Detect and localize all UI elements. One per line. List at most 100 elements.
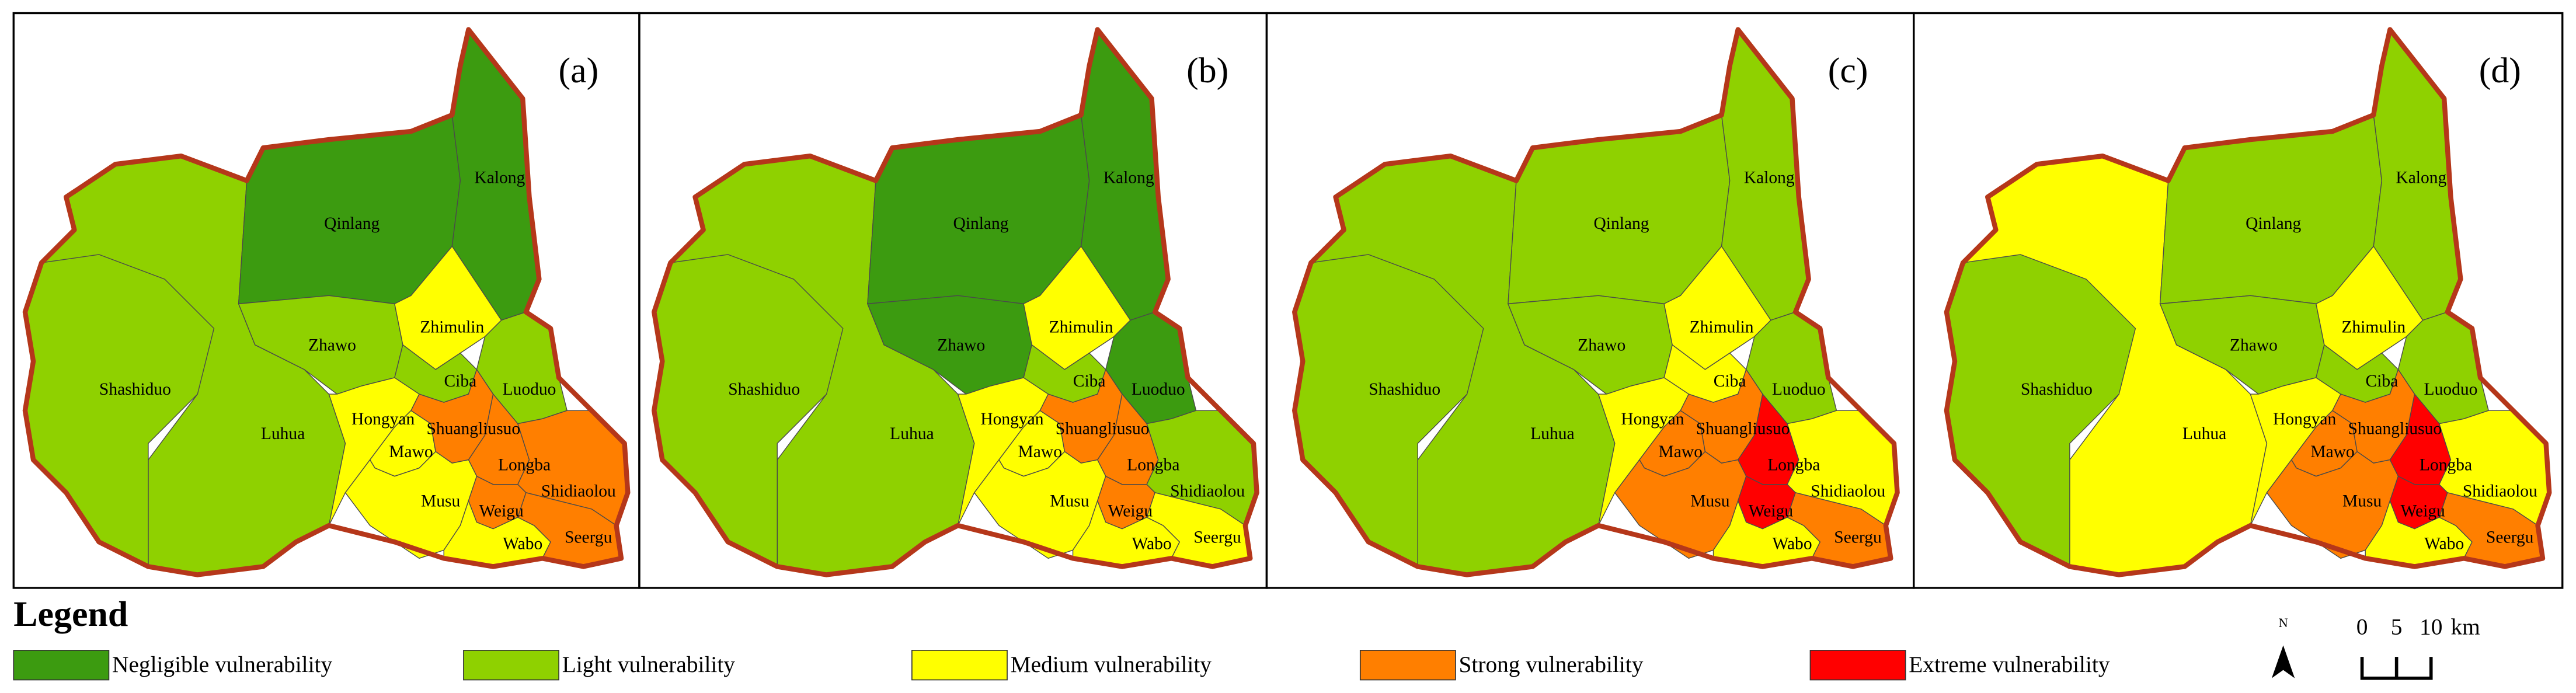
map-panel: Luhua Shashiduo Qinlang Kalong Zhawo Zhimulin… bbox=[1944, 27, 2552, 577]
region-label: Seergu bbox=[565, 528, 612, 546]
region-label: Kalong bbox=[1103, 168, 1154, 187]
legend-label: Strong vulnerability bbox=[1459, 652, 1644, 677]
region-label: Shidiaolou bbox=[1811, 482, 1885, 501]
panel-label: (a) bbox=[559, 51, 599, 90]
region bbox=[238, 114, 461, 305]
region-label: Zhawo bbox=[937, 336, 985, 354]
legend-swatch bbox=[463, 650, 559, 681]
region-label: Qinlang bbox=[953, 214, 1008, 233]
region-label: Shashiduo bbox=[2021, 380, 2093, 399]
scale-label: 0 bbox=[2356, 614, 2368, 639]
scale-label: 5 bbox=[2391, 614, 2403, 639]
region-label: Luhua bbox=[1530, 424, 1574, 443]
region-label: Luoduo bbox=[1772, 380, 1826, 399]
region-label: Mawo bbox=[389, 443, 433, 461]
region-label: Weigu bbox=[479, 502, 524, 520]
region-label: Zhimulin bbox=[2341, 318, 2406, 336]
legend-swatch bbox=[1359, 650, 1456, 681]
region-label: Kalong bbox=[474, 168, 525, 187]
region-label: Longba bbox=[498, 456, 551, 475]
region-label: Ciba bbox=[1714, 372, 1746, 391]
map-panel: Luhua Shashiduo Qinlang Kalong Zhawo Zhimulin… bbox=[1292, 27, 1900, 577]
region-label: Zhawo bbox=[308, 336, 356, 354]
legend-label: Medium vulnerability bbox=[1011, 652, 1212, 677]
region-label: Shuangliusuo bbox=[426, 420, 520, 438]
region-label: Luoduo bbox=[2424, 380, 2478, 399]
north-label: N bbox=[2278, 615, 2288, 630]
region-label: Ciba bbox=[1073, 372, 1106, 391]
region-label: Musu bbox=[1690, 492, 1729, 510]
region-label: Shuangliusuo bbox=[1056, 420, 1150, 438]
scale-unit: km bbox=[2450, 614, 2480, 639]
region-label: Weigu bbox=[1108, 502, 1153, 520]
region-label: Musu bbox=[1050, 492, 1089, 510]
region-label: Mawo bbox=[1018, 443, 1062, 461]
region-label: Luoduo bbox=[503, 380, 556, 399]
region-label: Musu bbox=[421, 492, 460, 510]
region-label: Zhimulin bbox=[420, 318, 484, 336]
legend-swatch bbox=[911, 650, 1008, 681]
region-label: Wabo bbox=[2424, 535, 2464, 553]
region-label: Qinlang bbox=[1593, 214, 1649, 233]
region-label: Luhua bbox=[261, 424, 305, 443]
region-label: Shidiaolou bbox=[541, 482, 616, 501]
region-label: Zhawo bbox=[2230, 336, 2278, 354]
region-label: Weigu bbox=[2400, 502, 2445, 520]
region-label: Hongyan bbox=[351, 410, 415, 429]
panel-label: (d) bbox=[2479, 51, 2521, 90]
panel-label: (c) bbox=[1828, 51, 1868, 90]
legend-label: Extreme vulnerability bbox=[1909, 652, 2110, 677]
region-label: Shashiduo bbox=[728, 380, 800, 399]
map-panel: Luhua Shashiduo Qinlang Kalong Zhawo Zhimulin… bbox=[652, 27, 1259, 577]
legend-swatch bbox=[13, 650, 110, 681]
region-label: Shashiduo bbox=[99, 380, 171, 399]
region-label: Luhua bbox=[2182, 424, 2226, 443]
panel-frame bbox=[1912, 12, 2564, 589]
scale-label: 10 bbox=[2420, 614, 2442, 639]
region-label: Seergu bbox=[2486, 528, 2534, 546]
map-panel: Luhua Shashiduo Qinlang Kalong Zhawo Zhimulin… bbox=[22, 27, 631, 577]
legend-label: Light vulnerability bbox=[562, 652, 736, 677]
region-label: Kalong bbox=[2396, 168, 2446, 187]
region-label: Luhua bbox=[890, 424, 934, 443]
region-label: Zhimulin bbox=[1049, 318, 1113, 336]
region-label: Longba bbox=[1767, 456, 1820, 475]
region-label: Seergu bbox=[1834, 528, 1882, 546]
boundary bbox=[1944, 27, 2552, 577]
region-label: Luoduo bbox=[1132, 380, 1185, 399]
panel-label: (b) bbox=[1186, 51, 1228, 90]
region-label: Wabo bbox=[1772, 535, 1812, 553]
region-label: Mawo bbox=[2310, 443, 2354, 461]
region-label: Mawo bbox=[1659, 443, 1703, 461]
region-label: Wabo bbox=[1132, 535, 1171, 553]
region-label: Zhawo bbox=[1578, 336, 1625, 354]
boundary bbox=[1292, 27, 1900, 577]
region bbox=[867, 114, 1090, 305]
legend-title: Legend bbox=[13, 594, 128, 634]
region-label: Longba bbox=[2420, 456, 2472, 475]
region-label: Hongyan bbox=[980, 410, 1043, 429]
region-label: Shidiaolou bbox=[2463, 482, 2537, 501]
legend-swatch bbox=[1809, 650, 1906, 681]
region-label: Musu bbox=[2342, 492, 2382, 510]
region-label: Hongyan bbox=[1621, 410, 1684, 429]
region-label: Shuangliusuo bbox=[2348, 420, 2442, 438]
region-label: Ciba bbox=[444, 372, 476, 391]
region-label: Zhimulin bbox=[1690, 318, 1754, 336]
region-label: Hongyan bbox=[2273, 410, 2336, 429]
region bbox=[1508, 114, 1731, 305]
region-label: Longba bbox=[1127, 456, 1179, 475]
region-label: Shashiduo bbox=[1369, 380, 1440, 399]
region-label: Kalong bbox=[1744, 168, 1795, 187]
north-arrow bbox=[2271, 645, 2295, 678]
region-label: Weigu bbox=[1749, 502, 1794, 520]
region-label: Shidiaolou bbox=[1170, 482, 1245, 501]
boundary bbox=[22, 27, 631, 577]
region-label: Shuangliusuo bbox=[1696, 420, 1790, 438]
region-label: Qinlang bbox=[324, 214, 380, 233]
region-label: Qinlang bbox=[2246, 214, 2301, 233]
boundary bbox=[652, 27, 1259, 577]
region-label: Seergu bbox=[1193, 528, 1241, 546]
